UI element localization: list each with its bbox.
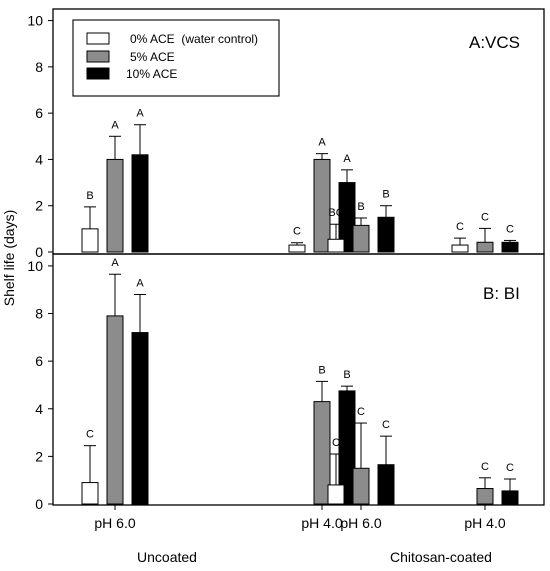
panel-a-y-tick-label-8: 8 <box>35 59 43 75</box>
panel-a-bar-0-1 <box>106 158 124 253</box>
panel-b-bar-0-1 <box>106 315 124 505</box>
panel-b-y-tick-label-2: 2 <box>35 448 43 464</box>
panel-a-bar-1-0 <box>288 244 306 253</box>
panel-b-y-tick-label-8: 8 <box>35 306 43 322</box>
legend-entry-1: 5% ACE <box>86 50 175 64</box>
panel-a-y-tick-label-4: 4 <box>35 151 43 167</box>
panel-b-sig-letter-3-2: C <box>506 462 514 474</box>
panel-a-sig-letter-1-1: A <box>318 137 326 149</box>
group-label-uncoated: Uncoated <box>137 549 197 565</box>
panel-b-sig-letter-1-1: B <box>318 364 325 376</box>
panel-a-label: A:VCS <box>469 33 520 52</box>
group-label-chitosan-coated: Chitosan-coated <box>390 549 492 565</box>
panel-a-y-tick-label-6: 6 <box>35 105 43 121</box>
panel-a-bar-0-2 <box>131 154 149 253</box>
panel-b-bar-2-0 <box>327 484 345 505</box>
legend-swatch-0 <box>86 32 110 45</box>
panel-b-sig-letter-0-0: C <box>86 429 94 441</box>
panel-b-label: B: BI <box>483 284 520 303</box>
panel-a-y-tick-label-10: 10 <box>27 13 43 29</box>
panel-a-bar-2-1 <box>352 224 370 253</box>
panel-a-sig-letter-1-2: A <box>343 153 351 165</box>
panel-a-sig-letter-0-2: A <box>136 108 144 120</box>
legend-entry-0: 0% ACE (water control) <box>86 32 258 46</box>
panel-b-sig-letter-2-2: C <box>382 419 390 431</box>
panel-a-sig-letter-3-0: C <box>456 221 464 233</box>
panel-a-sig-letter-3-2: C <box>506 223 514 235</box>
legend-swatch-1 <box>86 50 110 63</box>
x-axis: pH 6.0 pH 4.0pH 6.0 pH 4.0 <box>94 505 506 531</box>
panel-a-bar-3-2 <box>501 241 519 253</box>
legend-label-0: 0% ACE (water control) <box>130 32 258 46</box>
panel-a-sig-letter-3-1: C <box>481 211 489 223</box>
panel-b-bars: C A A B B C C C C C <box>81 257 519 505</box>
panel-b-y-axis: 0 2 4 6 8 10 <box>27 258 53 512</box>
legend: 0% ACE (water control) 5% ACE 10% ACE <box>72 19 280 97</box>
legend-entry-2: 10% ACE <box>86 67 177 81</box>
panel-a-bar-2-2 <box>377 216 395 253</box>
panel-a-y-tick-label-2: 2 <box>35 198 43 214</box>
panel-b-sig-letter-3-1: C <box>481 461 489 473</box>
panel-b-y-tick-label-0: 0 <box>35 496 43 512</box>
panel-a-sig-letter-2-0: BC <box>328 207 343 219</box>
panel-a-sig-letter-0-0: B <box>86 190 93 202</box>
panel-b-sig-letter-2-0: C <box>332 437 340 449</box>
panel-a-bar-0-0 <box>81 228 99 253</box>
panel-b-bar-0-2 <box>131 332 149 505</box>
panel-b-sig-letter-0-1: A <box>111 257 119 269</box>
panel-b-bar-2-1 <box>352 467 370 505</box>
panel-b: 0 2 4 6 8 10 C A A B B C C C C C B: BI <box>27 253 545 512</box>
panel-a-sig-letter-2-1: B <box>357 201 364 213</box>
x-tick-label-1: pH 4.0 <box>301 515 342 531</box>
legend-label-2: 10% ACE <box>126 67 177 81</box>
panel-a-bar-3-1 <box>476 241 494 253</box>
legend-label-1: 5% ACE <box>130 50 175 64</box>
x-tick-label-0: pH 6.0 <box>94 515 135 531</box>
panel-b-bar-3-2 <box>501 490 519 505</box>
panel-b-sig-letter-0-2: A <box>136 277 144 289</box>
panel-a-sig-letter-0-1: A <box>111 119 119 131</box>
panel-a-y-axis: 0 2 4 6 8 10 <box>27 13 53 260</box>
panel-b-y-tick-label-6: 6 <box>35 353 43 369</box>
x-tick-label-2: pH 6.0 <box>340 515 381 531</box>
panel-b-y-tick-label-10: 10 <box>27 258 43 274</box>
panel-a-y-tick-label-0: 0 <box>35 244 43 260</box>
panel-a-sig-letter-1-0: C <box>293 226 301 238</box>
panel-a-bar-3-0 <box>451 244 469 253</box>
panel-b-bar-3-1 <box>476 488 494 505</box>
panel-b-bar-0-0 <box>81 482 99 505</box>
panel-b-sig-letter-2-1: C <box>357 406 365 418</box>
x-tick-label-3: pH 4.0 <box>464 515 505 531</box>
panel-b-bar-2-2 <box>377 464 395 505</box>
panel-a-bar-2-0 <box>327 238 345 253</box>
panel-b-frame <box>52 253 545 506</box>
panel-a-sig-letter-2-2: B <box>382 189 389 201</box>
panel-b-sig-letter-1-2: B <box>343 369 350 381</box>
panel-a-bar-1-1 <box>313 158 331 253</box>
legend-swatch-2 <box>86 67 110 80</box>
panel-b-y-tick-label-4: 4 <box>35 401 43 417</box>
y-axis-label: Shelf life (days) <box>1 210 17 306</box>
